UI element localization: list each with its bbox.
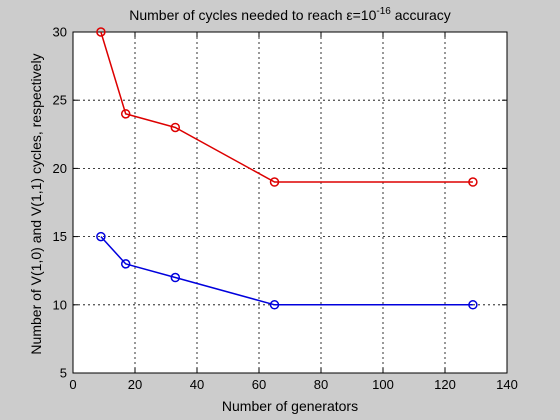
tick-labels: 0 20 40 60 80 100 120 140 5 10 15 20 25 30 — [53, 25, 518, 393]
series-2-point — [120, 259, 131, 269]
title-prefix: Number of cycles needed to reach — [129, 7, 346, 23]
x-tick-label: 40 — [190, 377, 204, 392]
y-tick-label: 20 — [53, 161, 67, 176]
y-tick-label: 25 — [53, 93, 67, 108]
x-tick-label: 0 — [69, 377, 76, 392]
series-group — [96, 27, 478, 310]
x-tick-label: 20 — [128, 377, 142, 392]
title-eq: =10 — [353, 7, 377, 23]
series-1-point — [170, 122, 181, 133]
series-1-point — [96, 27, 106, 37]
y-axis-label: Number of V(1,0) and V(1,1) cycles, resp… — [28, 53, 44, 354]
series-line-2 — [100, 236, 473, 306]
title-exponent: -16 — [376, 6, 391, 17]
x-tick-label: 120 — [434, 377, 456, 392]
series-2-point — [269, 300, 280, 310]
x-axis-label: Number of generators — [222, 398, 358, 414]
chart-title: Number of cycles needed to reach ε=10-16… — [129, 6, 451, 23]
title-epsilon: ε — [346, 7, 352, 23]
y-tick-label: 15 — [53, 229, 67, 244]
y-tick-label: 30 — [53, 25, 67, 40]
grid-lines — [73, 32, 507, 373]
x-tick-label: 140 — [496, 377, 518, 392]
series-2-point — [170, 272, 181, 283]
x-tick-label: 100 — [372, 377, 394, 392]
series-1-point — [269, 177, 280, 187]
series-1-point — [120, 109, 131, 119]
y-tick-label: 5 — [60, 366, 67, 381]
x-tick-label: 60 — [252, 377, 266, 392]
plot-area — [72, 31, 508, 374]
title-suffix: accuracy — [391, 7, 451, 23]
series-line-1 — [100, 31, 473, 183]
series-2-point — [96, 231, 106, 242]
y-tick-label: 10 — [53, 297, 67, 312]
axis-ticks — [72, 31, 508, 374]
series-1-point — [468, 177, 478, 187]
series-2-point — [468, 300, 478, 310]
x-tick-label: 80 — [314, 377, 328, 392]
